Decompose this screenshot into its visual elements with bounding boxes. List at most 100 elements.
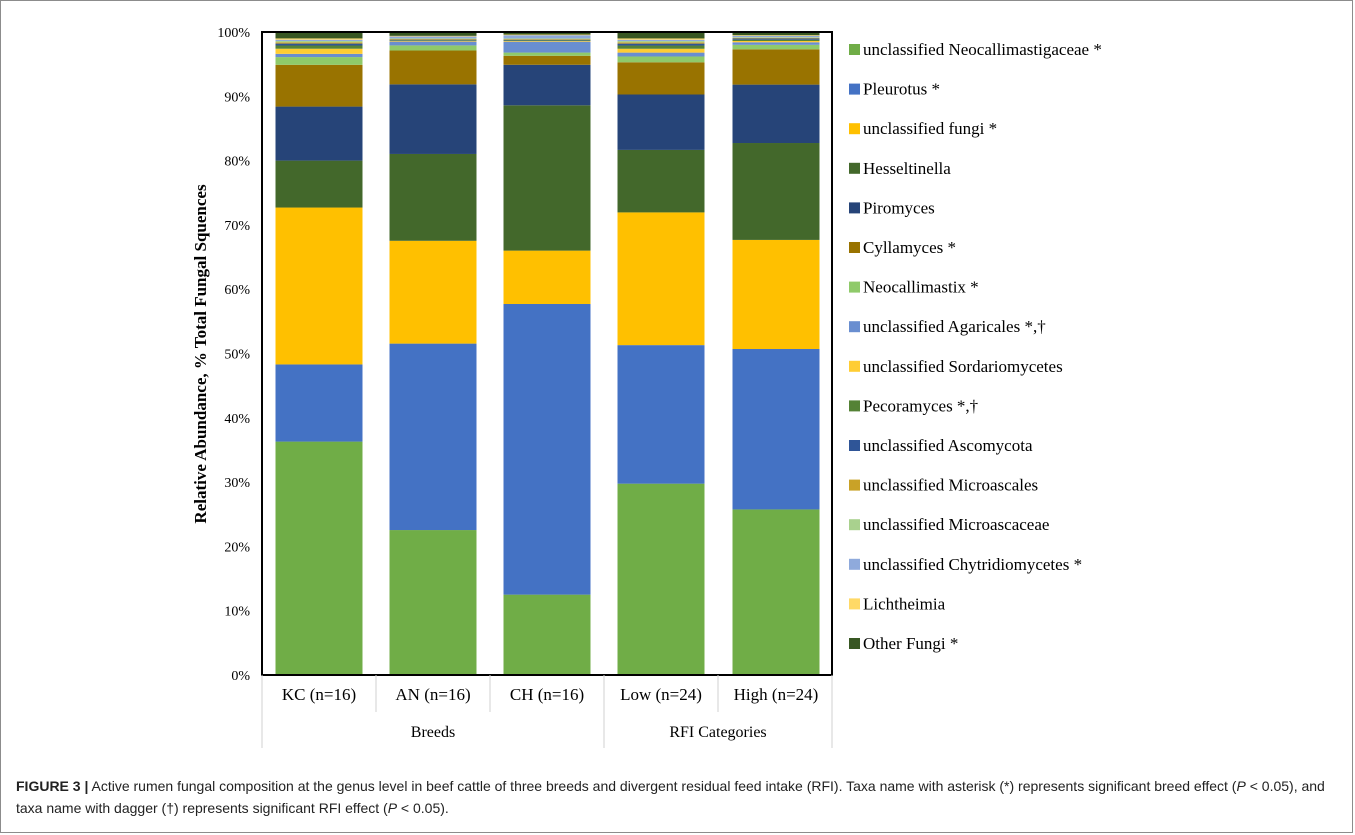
legend-swatch [849, 638, 860, 649]
caption-p-symbol-2: P [387, 800, 398, 816]
bar-segment [503, 105, 591, 251]
legend-label: Pecoramyces *,† [863, 396, 978, 415]
legend-swatch [849, 598, 860, 610]
legend-label: unclassified Sordariomycetes [863, 357, 1063, 376]
y-tick-label: 60% [224, 283, 250, 298]
bar-segment [617, 56, 705, 63]
bar-segment [389, 240, 477, 344]
legend-label: Other Fungi * [863, 634, 958, 653]
bar-segment [275, 207, 363, 365]
legend-label: Lichtheimia [863, 594, 946, 613]
bar-segment [275, 57, 363, 65]
y-tick-label: 0% [231, 669, 250, 684]
bar-segment [617, 32, 705, 39]
bar-segment [732, 509, 820, 675]
legend-swatch [849, 44, 860, 55]
legend-label: unclassified Chytridiomycetes * [863, 555, 1082, 574]
y-tick-label: 40% [224, 412, 250, 427]
legend-label: Hesseltinella [863, 159, 951, 178]
bar-segment [503, 34, 591, 36]
bar-segment [617, 45, 705, 49]
bar-segment [732, 40, 820, 43]
caption-p-symbol-1: P [1236, 778, 1246, 794]
legend-swatch [849, 123, 860, 135]
bar-segment [617, 48, 705, 53]
bar-segment [503, 41, 591, 53]
legend-label: Pleurotus * [863, 80, 940, 99]
legend-swatch [849, 242, 860, 253]
bar-segment [503, 32, 591, 35]
x-category-label: AN (n=16) [395, 685, 470, 704]
bar-segment [503, 39, 591, 40]
y-tick-label: 50% [224, 348, 250, 363]
bar-segment [732, 35, 820, 36]
bar-segment [389, 40, 477, 42]
caption-text-3: < 0.05). [397, 800, 449, 816]
bar-segment [503, 35, 591, 39]
bar-segment [275, 41, 363, 43]
bar-segment [617, 43, 705, 46]
caption-figure-label: FIGURE 3 | [16, 778, 89, 794]
plot-area-border [261, 31, 833, 676]
bar-segment [389, 41, 477, 46]
x-category-label: Low (n=24) [620, 685, 702, 704]
bar-segment [275, 64, 363, 107]
y-tick-label: 30% [224, 476, 250, 491]
x-group-label: Breeds [411, 724, 455, 741]
y-tick-label: 80% [224, 155, 250, 170]
bars-layer [275, 32, 820, 675]
bar-segment [389, 153, 477, 241]
bar-segment [389, 343, 477, 531]
bar-segment [732, 44, 820, 50]
bar-segment [732, 84, 820, 144]
legend-swatch [849, 162, 860, 174]
x-category-label: CH (n=16) [510, 685, 584, 704]
bar-segment [275, 32, 363, 39]
caption-text-2: < 0.05), and taxa name with dagger (†) r… [16, 778, 1325, 816]
y-tick-label: 10% [224, 605, 250, 620]
legend-label: unclassified Neocallimastigaceae * [863, 40, 1102, 59]
bar-segment [275, 53, 363, 58]
y-tick-label: 70% [224, 219, 250, 234]
bar-segment [617, 345, 705, 484]
bar-segment [732, 37, 820, 39]
x-group-label: RFI Categories [669, 724, 766, 741]
y-tick-labels: 0% 10% 20% 30% 40% 50% 60% 70% 80% 90% 100% [217, 26, 250, 684]
x-category-label: High (n=24) [734, 685, 819, 704]
bar-segment [617, 94, 705, 150]
bar-segment [503, 39, 591, 41]
bar-segment [503, 41, 591, 42]
legend-swatch [849, 281, 860, 293]
bar-segment [503, 594, 591, 675]
bar-segment [732, 143, 820, 240]
legend-swatch [849, 558, 860, 570]
bar-segment [617, 52, 705, 57]
legend-label: Piromyces [863, 198, 935, 217]
bar-segment [503, 250, 591, 304]
figure-caption: FIGURE 3 | Active rumen fungal compositi… [16, 775, 1336, 819]
bar-segment [389, 530, 477, 675]
y-tick-label: 100% [217, 26, 250, 41]
bar-segment [275, 441, 363, 675]
bar-segment [389, 84, 477, 154]
bar-segment [732, 38, 820, 40]
bar-segment [732, 35, 820, 38]
legend-label: Cyllamyces * [863, 238, 956, 257]
x-category-label: KC (n=16) [282, 685, 356, 704]
bar-segment [389, 36, 477, 39]
bar-segment [732, 239, 820, 350]
bar-segment [503, 55, 591, 65]
bar-segment [503, 303, 591, 595]
legend-swatch [849, 360, 860, 372]
axes-layer [261, 31, 833, 748]
x-group-labels: Breeds RFI Categories [411, 724, 767, 741]
bar-segment [732, 349, 820, 510]
legend: unclassified Neocallimastigaceae * Pleuro… [849, 40, 1102, 653]
y-axis-title: Relative Abundance, % Total Fungal Squen… [191, 184, 210, 524]
bar-segment [275, 38, 363, 40]
legend-swatch [849, 519, 860, 531]
legend-label: unclassified Microascaceae [863, 515, 1049, 534]
bar-segment [732, 37, 820, 38]
